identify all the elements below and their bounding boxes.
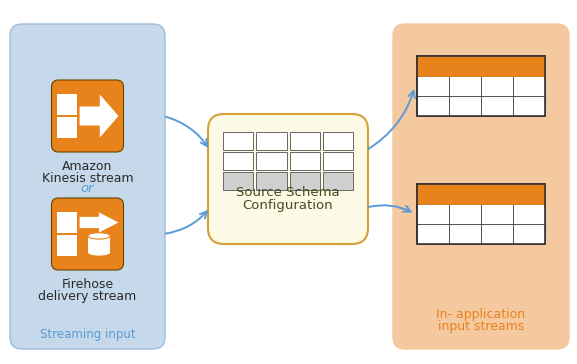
FancyBboxPatch shape — [10, 24, 165, 349]
Bar — [417, 184, 449, 204]
Bar — [449, 76, 481, 96]
Bar — [417, 204, 449, 224]
Bar — [481, 184, 513, 204]
Bar — [481, 76, 513, 96]
Polygon shape — [80, 213, 118, 233]
Text: input streams: input streams — [438, 320, 524, 333]
Bar — [57, 213, 77, 233]
Bar — [223, 152, 253, 170]
Text: Firehose: Firehose — [61, 278, 114, 291]
FancyBboxPatch shape — [208, 114, 368, 244]
Bar — [88, 236, 110, 252]
Bar — [513, 96, 545, 116]
Text: Source Schema: Source Schema — [236, 186, 340, 198]
Bar — [57, 118, 77, 138]
Bar — [323, 172, 353, 190]
Bar — [449, 204, 481, 224]
Text: Configuration: Configuration — [243, 199, 334, 213]
Bar — [323, 132, 353, 150]
Bar — [417, 56, 545, 116]
Bar — [481, 204, 513, 224]
Bar — [417, 56, 449, 76]
Text: delivery stream: delivery stream — [39, 290, 137, 303]
Bar — [513, 184, 545, 204]
Bar — [290, 152, 320, 170]
Bar — [417, 224, 449, 244]
Bar — [449, 56, 481, 76]
Bar — [256, 172, 287, 190]
FancyBboxPatch shape — [51, 198, 123, 270]
Bar — [449, 184, 481, 204]
Bar — [417, 184, 545, 244]
Bar — [417, 96, 449, 116]
Bar — [513, 204, 545, 224]
Bar — [481, 56, 513, 76]
Bar — [223, 132, 253, 150]
Ellipse shape — [88, 233, 110, 239]
Bar — [290, 132, 320, 150]
Bar — [417, 76, 449, 96]
Bar — [417, 56, 545, 116]
Bar — [223, 172, 253, 190]
Text: or: or — [81, 182, 94, 194]
Bar — [481, 224, 513, 244]
FancyBboxPatch shape — [51, 80, 123, 152]
Bar — [449, 96, 481, 116]
Bar — [513, 224, 545, 244]
Bar — [256, 152, 287, 170]
Bar — [290, 172, 320, 190]
Bar — [323, 152, 353, 170]
Text: Streaming input: Streaming input — [40, 328, 136, 341]
FancyBboxPatch shape — [393, 24, 569, 349]
Polygon shape — [80, 94, 118, 138]
Bar — [57, 236, 77, 256]
Text: In- application: In- application — [436, 308, 526, 321]
Text: Kinesis stream: Kinesis stream — [42, 172, 133, 185]
Bar — [449, 224, 481, 244]
Text: Amazon: Amazon — [62, 160, 113, 173]
Bar — [513, 56, 545, 76]
Bar — [57, 94, 77, 115]
Bar — [481, 96, 513, 116]
Bar — [417, 184, 545, 244]
Ellipse shape — [88, 249, 110, 256]
Bar — [256, 132, 287, 150]
Bar — [513, 76, 545, 96]
